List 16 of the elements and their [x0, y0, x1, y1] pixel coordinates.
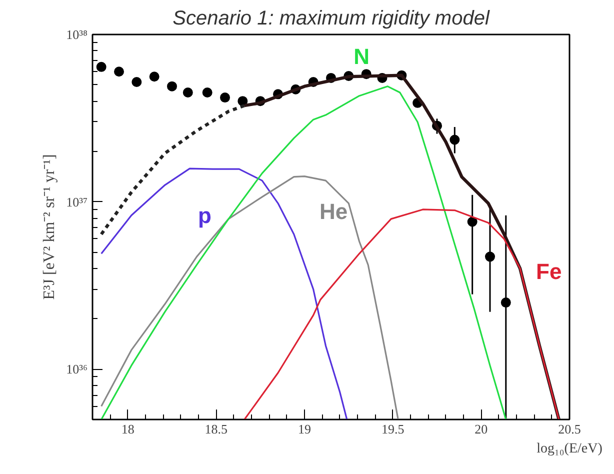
x-axis-title: log₁₀(E/eV): [536, 442, 603, 456]
x-tick-label: 18: [121, 422, 134, 436]
series-label: p: [198, 203, 212, 228]
x-tick-label: 19.5: [381, 422, 404, 436]
x-tick-label: 20.5: [558, 422, 581, 436]
series-label: Fe: [536, 258, 562, 284]
y-axis-title: E³J [eV² km⁻² sr⁻¹ yr⁻¹]: [41, 154, 58, 300]
x-tick-label: 20: [474, 422, 488, 436]
x-tick-label: 18.5: [204, 422, 228, 436]
series-label: He: [319, 198, 348, 224]
y-tick-label: 10³⁷: [66, 194, 88, 210]
y-tick-label: 10³⁶: [66, 362, 88, 377]
series-label: N: [354, 44, 370, 69]
x-tick-label: 19: [298, 422, 311, 436]
y-tick-label: 10³⁸: [66, 27, 88, 42]
chart-title: Scenario 1: maximum rigidity model: [172, 8, 490, 30]
